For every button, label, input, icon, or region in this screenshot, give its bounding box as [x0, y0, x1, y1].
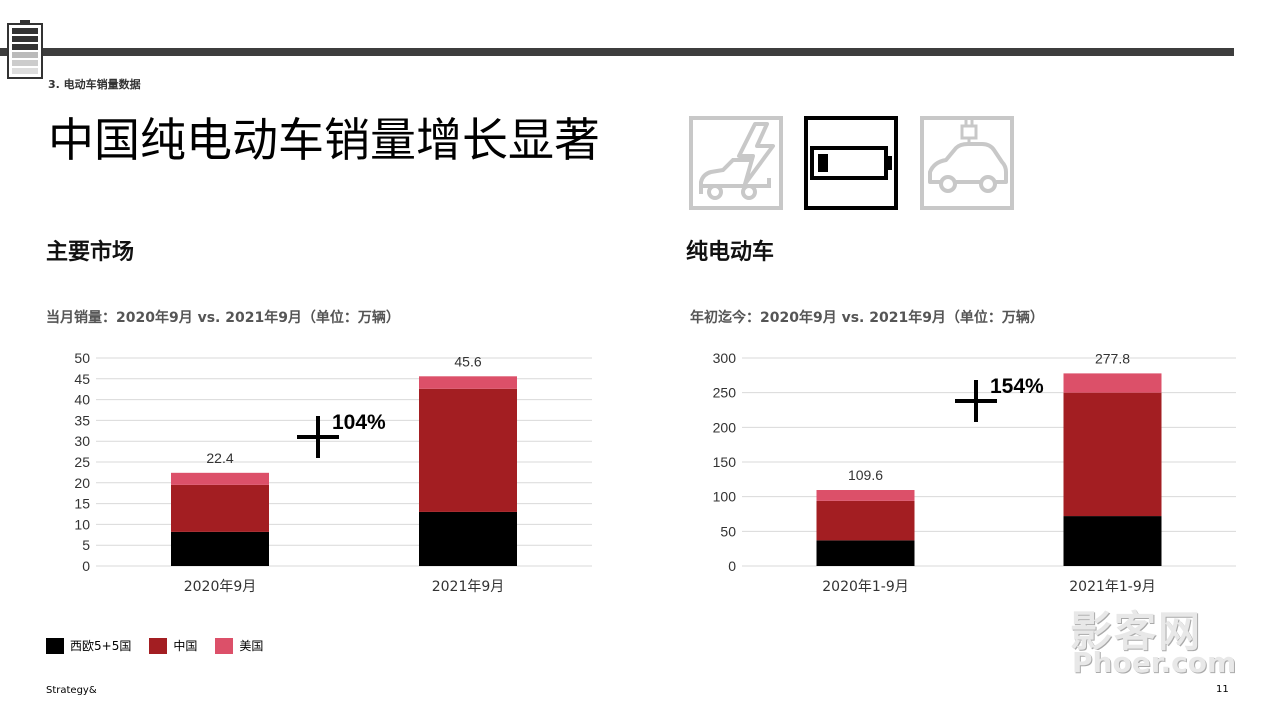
- y-tick-label: 30: [74, 433, 90, 449]
- left-chart-subtitle: 当月销量：2020年9月 vs. 2021年9月（单位：万辆）: [46, 310, 400, 326]
- y-tick-label: 10: [74, 516, 90, 532]
- battery-logo-icon: [7, 20, 43, 79]
- y-tick-label: 0: [82, 558, 90, 574]
- page-title: 中国纯电动车销量增长显著: [48, 113, 600, 167]
- watermark-line1: 影客网: [1070, 607, 1203, 656]
- y-tick-label: 300: [713, 350, 737, 366]
- ev-plug-car-icon: [920, 116, 1014, 210]
- ytd-sales-chart: 0 50 100 150 200 250 300 109.6 2020年1-9月 277.8 202…: [713, 350, 1236, 595]
- legend-label: 美国: [239, 639, 264, 653]
- legend-label: 西欧5+5国: [70, 639, 132, 653]
- total-data-label: 277.8: [1095, 350, 1130, 366]
- bar-segment: [419, 511, 517, 566]
- x-tick-label: 2020年1-9月: [822, 579, 909, 595]
- legend-item-china: 中国: [149, 637, 197, 654]
- bar-segment: [1063, 516, 1162, 566]
- bar-segment: [816, 540, 915, 566]
- legend-swatch: [215, 637, 234, 654]
- growth-label: 104%: [332, 411, 386, 434]
- y-tick-label: 0: [728, 558, 736, 574]
- page-number: 11: [1216, 684, 1229, 695]
- y-tick-label: 100: [713, 489, 737, 505]
- left-panel-heading: 主要市场: [46, 240, 135, 265]
- y-tick-label: 50: [720, 523, 736, 539]
- legend-item-usa: 美国: [215, 637, 263, 654]
- total-data-label: 45.6: [454, 353, 481, 369]
- right-chart-subtitle: 年初迄今：2020年9月 vs. 2021年9月（单位：万辆）: [690, 310, 1044, 326]
- legend-label: 中国: [173, 639, 198, 653]
- bar-segment: [171, 472, 269, 485]
- x-tick-label: 2020年9月: [184, 579, 257, 595]
- legend-swatch: [46, 637, 64, 654]
- bar-segment: [1063, 392, 1162, 517]
- y-tick-label: 40: [74, 392, 90, 408]
- y-tick-label: 50: [74, 350, 90, 366]
- total-data-label: 109.6: [848, 467, 883, 483]
- y-tick-label: 20: [74, 475, 90, 491]
- header-bar: [0, 48, 1234, 56]
- bar-segment: [1063, 373, 1162, 393]
- y-tick-label: 35: [74, 412, 90, 428]
- legend-swatch: [149, 637, 168, 654]
- y-tick-label: 150: [713, 454, 737, 470]
- legend-item-western-europe: 西欧5+5国: [46, 637, 131, 654]
- x-tick-label: 2021年9月: [432, 579, 505, 595]
- right-panel-heading: 纯电动车: [686, 240, 775, 265]
- lightning-car-icon: [689, 116, 783, 210]
- watermark: 影客网 Phoer.com: [1070, 598, 1240, 682]
- y-tick-label: 200: [713, 419, 737, 435]
- monthly-sales-chart: 0 5 10 15 20 25 30 35 40 45 50 22.4 2020年9月 45.6 2021年…: [74, 350, 592, 595]
- bar-segment: [171, 531, 269, 566]
- y-tick-label: 250: [713, 385, 737, 401]
- footer-source: Strategy&: [46, 685, 97, 696]
- chart-legend: 西欧5+5国 中国 美国: [46, 637, 263, 654]
- bar-segment: [816, 500, 915, 541]
- x-tick-label: 2021年1-9月: [1069, 579, 1156, 595]
- y-tick-label: 15: [74, 496, 90, 512]
- bar-segment: [419, 388, 517, 512]
- y-tick-label: 5: [82, 537, 90, 553]
- battery-icon: [804, 116, 898, 210]
- section-label: 3. 电动车销量数据: [48, 78, 141, 91]
- total-data-label: 22.4: [206, 450, 233, 466]
- bar-segment: [171, 484, 269, 532]
- bar-segment: [419, 376, 517, 389]
- y-tick-label: 25: [74, 454, 90, 470]
- y-tick-label: 45: [74, 371, 90, 387]
- growth-label: 154%: [990, 375, 1044, 398]
- bar-segment: [816, 490, 915, 501]
- watermark-line2: Phoer.com: [1072, 646, 1237, 679]
